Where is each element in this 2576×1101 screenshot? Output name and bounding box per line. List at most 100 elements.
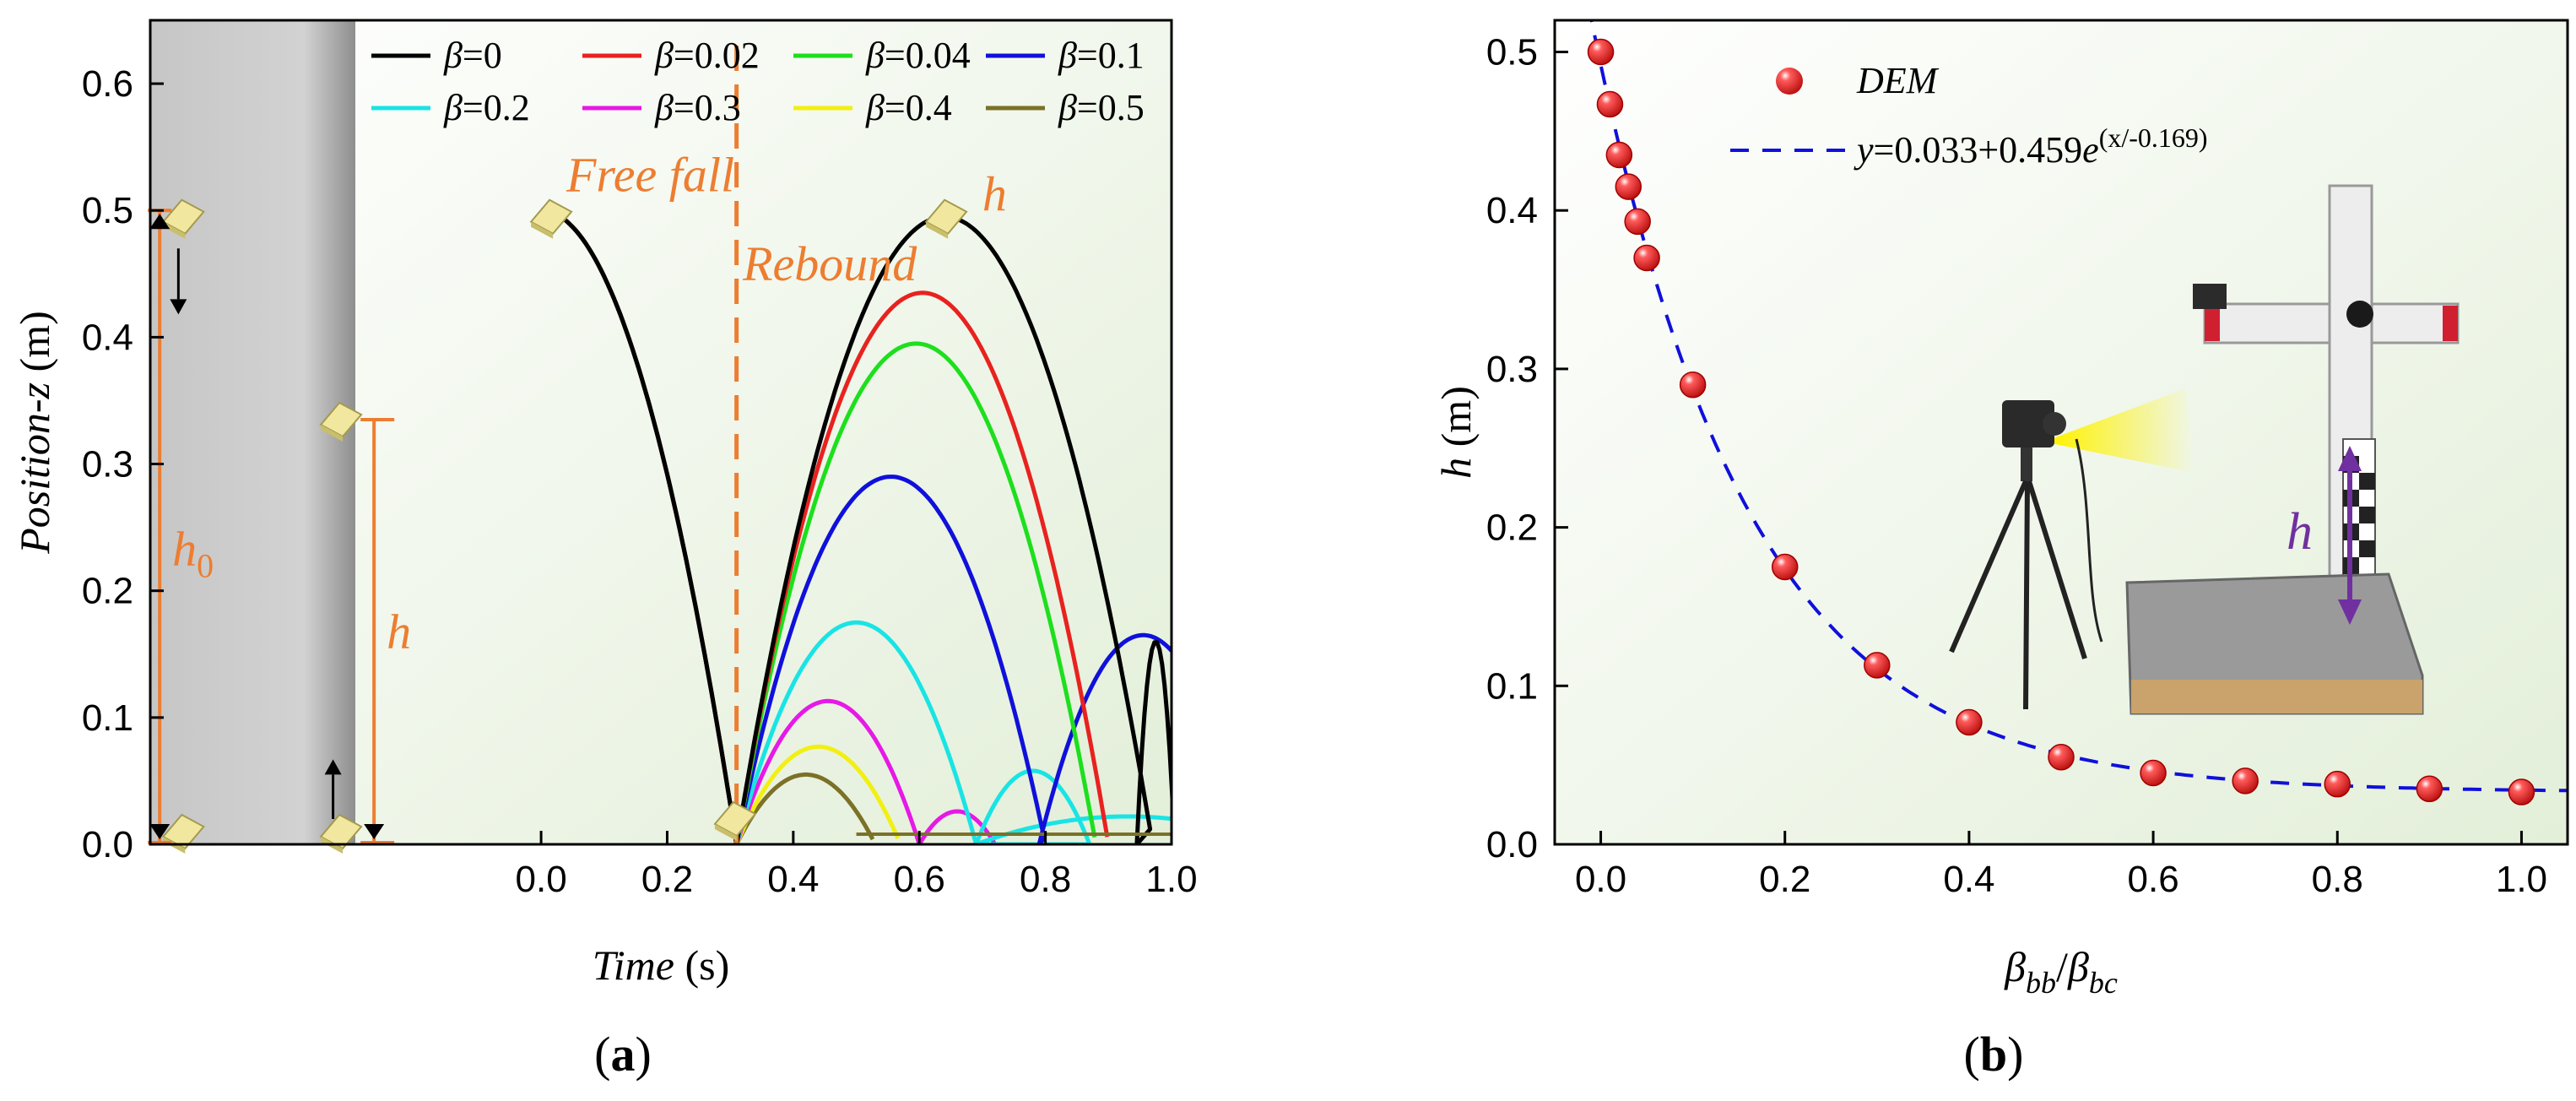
trajectory-line-beta-0 xyxy=(540,208,1172,844)
legend-value: =0.04 xyxy=(885,35,971,76)
legend-label: β=0.04 xyxy=(865,35,971,76)
block-peak-side xyxy=(926,221,949,239)
tripod-leg-right xyxy=(2027,480,2087,659)
fall-arrow-head xyxy=(170,299,187,315)
panel-a-y-tick-label: 0.0 xyxy=(82,824,133,865)
panel-a-x-tick-label: 1.0 xyxy=(1145,859,1197,900)
fit-eq-mid: =0.033+0.459 xyxy=(1874,129,2083,171)
dem-data-point xyxy=(1596,90,1624,118)
block-peak xyxy=(924,198,968,239)
inset-arrow-head-up xyxy=(2338,446,2362,471)
block-impact xyxy=(713,800,757,841)
panel-b-ticks: 0.0 0.2 0.4 0.6 0.8 1.0 0.0 0.1 0.2 0.3 0.4 0.5 xyxy=(1486,32,2547,900)
panel-b-y-tick-label: 0.0 xyxy=(1486,824,1538,865)
panel-a-y-tick-label: 0.2 xyxy=(82,571,133,612)
h0-arrow-up xyxy=(149,214,170,230)
panel-a-y-axis-label: Position-z (m) xyxy=(11,311,58,555)
legend-value: =0.5 xyxy=(1077,87,1145,128)
panel-a-y-tick-label: 0.1 xyxy=(82,697,133,739)
panel-a-legend: β=0 β=0.02 β=0.04 β=0.1β=0.2 β=0.3 β=0.4 β=0.5 xyxy=(371,35,1145,128)
dem-data-point xyxy=(1587,38,1615,66)
peak-h-label: h xyxy=(982,166,1007,221)
bracket-h-label: h xyxy=(387,604,411,659)
rebound-label: Rebound xyxy=(742,236,917,291)
panel-b-points xyxy=(1587,38,2535,805)
legend-beta: β xyxy=(1058,35,1077,76)
dem-data-point xyxy=(2048,744,2075,771)
legend-label: β=0.5 xyxy=(1058,87,1145,128)
legend-beta: β xyxy=(654,87,674,128)
fit-eq-exponent: (x/-0.169) xyxy=(2099,122,2208,153)
rig-clamp-right xyxy=(2443,306,2458,341)
legend-beta: β xyxy=(654,35,674,76)
panel-a-ylabel-unit: (m) xyxy=(11,311,58,382)
panel-b-x-tick-label: 0.6 xyxy=(2128,859,2179,900)
panel-b-label: (b) xyxy=(1964,1027,2024,1082)
block-impact-top xyxy=(713,800,757,838)
panel-a-y-tick-label: 0.6 xyxy=(82,63,133,105)
apparatus-photo: h xyxy=(1949,184,2460,715)
block-start-left xyxy=(161,198,205,239)
h0-arrow-down xyxy=(149,824,170,839)
panel-b-y-axis-label: h (m) xyxy=(1432,386,1480,479)
legend-label: β=0 xyxy=(443,35,502,76)
dem-data-point xyxy=(1956,708,1983,736)
panel-a-label-open: ( xyxy=(594,1027,610,1082)
panel-a-series-lines xyxy=(540,208,1172,844)
panel-a-x-tick-label: 0.8 xyxy=(1020,859,1071,900)
panel-a-label-letter: a xyxy=(611,1027,636,1082)
panel-a-y-tick-label: 0.4 xyxy=(82,317,133,358)
panel-b-x-tick-label: 1.0 xyxy=(2496,859,2547,900)
block-start-left-top xyxy=(161,198,205,236)
legend-value: =0 xyxy=(463,35,502,76)
legend-value: =0.2 xyxy=(463,87,530,128)
panel-a-y-tick-label: 0.5 xyxy=(82,190,133,231)
panel-a-ylabel-main: Position-z xyxy=(11,382,58,555)
panel-b-y-tick-label: 0.3 xyxy=(1486,349,1538,390)
panel-a-x-tick-label: 0.2 xyxy=(641,859,693,900)
legend-beta: β xyxy=(443,35,463,76)
panel-b-label-open: ( xyxy=(1964,1027,1980,1082)
tripod-leg-center xyxy=(2023,480,2030,710)
dem-data-point xyxy=(2324,770,2351,798)
fit-eq-y: y xyxy=(1854,129,1874,171)
bracket-h0-label: h0 xyxy=(172,522,214,585)
xlabel-sub-bb: bb xyxy=(2026,966,2056,1000)
dem-data-point xyxy=(1633,244,1660,272)
xlabel-slash: / xyxy=(2056,943,2068,990)
panel-b-x-tick-label: 0.4 xyxy=(1943,859,1994,900)
panel-a-x-axis-label: Time (s) xyxy=(593,941,730,989)
rig-clamp-left xyxy=(2205,306,2220,341)
dem-data-point xyxy=(1771,553,1799,581)
legend-beta: β xyxy=(1058,87,1077,128)
dem-data-point xyxy=(1605,141,1633,169)
xlabel-beta1: β xyxy=(2004,943,2026,990)
camera-light-beam xyxy=(2051,388,2194,473)
legend-label-fit: y=0.033+0.459e(x/-0.169) xyxy=(1854,122,2208,171)
h0-main: h xyxy=(172,522,197,577)
block-start-left-side xyxy=(163,221,186,239)
legend-beta: β xyxy=(443,87,463,128)
panel-b-x-axis-label: βbb/βbc xyxy=(2004,943,2118,1000)
panel-a-xlabel-unit: (s) xyxy=(674,941,729,989)
legend-value: =0.1 xyxy=(1077,35,1145,76)
camera-lens xyxy=(2043,412,2066,436)
rig-release-hand xyxy=(2193,284,2227,309)
h0-sub: 0 xyxy=(197,547,214,585)
panel-a-frame xyxy=(149,19,1173,846)
panel-b-x-tick-label: 0.8 xyxy=(2312,859,2363,900)
legend-value: =0.02 xyxy=(674,35,760,76)
block-rebound-mid-top xyxy=(319,401,363,438)
panel-b-label-letter: b xyxy=(1980,1027,2007,1082)
legend-label: β=0.3 xyxy=(654,87,741,128)
panel-b-frame xyxy=(1553,19,2569,846)
panel-a-x-tick-label: 0.0 xyxy=(516,859,567,900)
panel-a-x-tick-label: 0.4 xyxy=(767,859,819,900)
dem-data-point xyxy=(2140,759,2167,787)
legend-label: β=0.1 xyxy=(1058,35,1145,76)
panel-b-label-close: ) xyxy=(2007,1027,2023,1082)
legend-marker-dem xyxy=(1776,68,1803,95)
block-rebound-mid xyxy=(319,401,363,442)
